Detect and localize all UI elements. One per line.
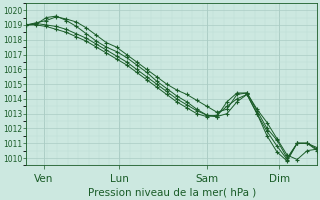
X-axis label: Pression niveau de la mer( hPa ): Pression niveau de la mer( hPa ) [88,187,256,197]
